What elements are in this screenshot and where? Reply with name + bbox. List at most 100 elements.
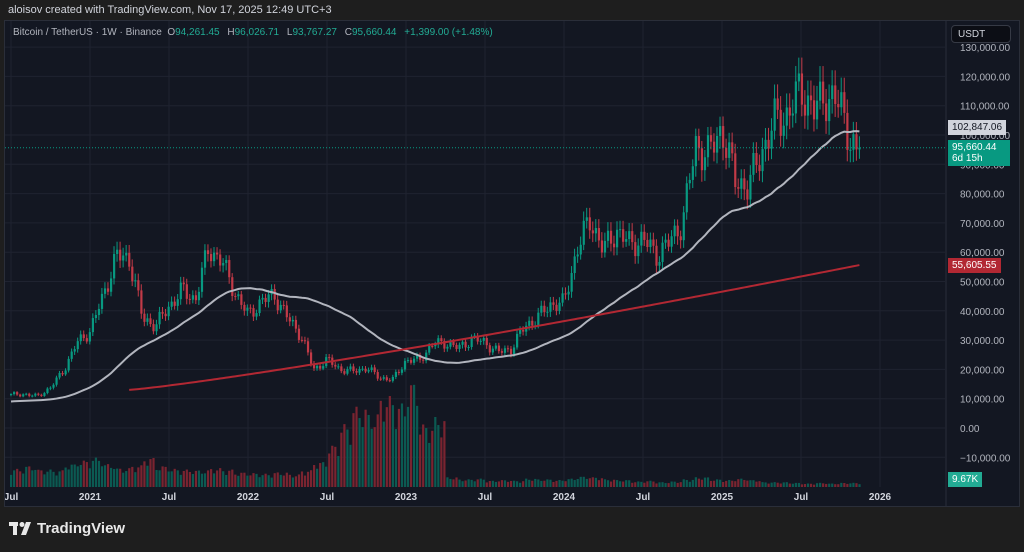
volume-bar xyxy=(537,479,540,487)
candle-body xyxy=(840,92,843,108)
volume-bar xyxy=(579,476,582,487)
candle-body xyxy=(152,324,155,332)
volume-bar xyxy=(222,471,225,487)
price-chart[interactable]: 130,000.00 120,000.00 110,000.00 100,000.00… xyxy=(5,21,1020,507)
volume-bar xyxy=(197,470,201,487)
volume-bar xyxy=(34,469,37,487)
volume-bar xyxy=(73,464,76,487)
candle-body xyxy=(61,372,64,375)
candle-body xyxy=(43,393,46,396)
volume-bar xyxy=(119,468,122,487)
volume-bar xyxy=(619,481,622,487)
candle-body xyxy=(658,261,661,266)
volume-bar xyxy=(352,413,355,487)
volume-bar xyxy=(267,475,270,487)
candle-body xyxy=(158,311,161,325)
candle-body xyxy=(279,304,282,311)
candle-body xyxy=(731,142,734,154)
volume-bar xyxy=(219,468,222,487)
volume-bar xyxy=(858,484,861,487)
volume-bar xyxy=(303,475,307,487)
candle-body xyxy=(203,250,207,268)
volume-bar xyxy=(637,481,640,487)
volume-bar xyxy=(670,481,673,487)
candle-body xyxy=(349,366,352,370)
volume-bar xyxy=(358,418,361,487)
currency-selector[interactable]: USDT xyxy=(951,25,1011,43)
volume-bar xyxy=(388,396,391,487)
volume-bar xyxy=(209,469,213,487)
candle-body xyxy=(640,231,643,246)
candle-body xyxy=(809,95,813,101)
candle-body xyxy=(134,280,137,282)
volume-bar xyxy=(137,467,140,487)
symbol-name[interactable]: Bitcoin / TetherUS · 1W · Binance xyxy=(13,27,162,38)
volume-bar xyxy=(355,406,358,487)
chart-panel[interactable]: Bitcoin / TetherUS · 1W · Binance O94,26… xyxy=(4,20,1020,507)
candle-body xyxy=(482,338,485,341)
candle-body xyxy=(319,365,322,369)
candle-body xyxy=(564,293,567,295)
volume-bar xyxy=(755,481,758,487)
candle-body xyxy=(791,113,794,116)
candle-body xyxy=(655,245,658,266)
volume-bar xyxy=(273,473,276,487)
volume-bar xyxy=(103,465,107,487)
candle-body xyxy=(519,329,522,334)
candle-body xyxy=(361,368,364,370)
candle-body xyxy=(431,345,434,347)
volume-bar xyxy=(570,478,573,487)
candle-body xyxy=(715,135,719,153)
volume-bar xyxy=(106,464,110,487)
candle-body xyxy=(128,252,131,267)
candle-body xyxy=(843,92,846,113)
volume-bar xyxy=(37,469,40,487)
candle-body xyxy=(855,134,858,150)
volume-bar xyxy=(328,453,331,487)
tradingview-logo[interactable]: TradingView xyxy=(9,520,125,537)
candle-body xyxy=(776,98,779,110)
volume-bar xyxy=(158,470,161,487)
high-label: H xyxy=(227,27,235,38)
volume-bar xyxy=(715,479,719,487)
volume-bar xyxy=(458,479,461,487)
volume-bar xyxy=(703,477,707,487)
volume-bar xyxy=(506,481,510,487)
volume-bar xyxy=(491,480,494,487)
candle-body xyxy=(261,297,264,300)
candle-body xyxy=(837,104,840,108)
volume-bar xyxy=(600,478,604,487)
candle-body xyxy=(822,81,825,104)
volume-bar xyxy=(419,434,422,487)
candle-body xyxy=(197,291,201,301)
volume-bar xyxy=(452,479,455,487)
candle-body xyxy=(322,366,325,369)
volume-bar xyxy=(603,479,607,487)
volume-bar xyxy=(773,482,776,487)
volume-bar xyxy=(455,477,458,487)
volume-bar xyxy=(440,437,443,487)
volume-bar xyxy=(10,474,13,487)
candle-body xyxy=(743,178,746,190)
volume-bar xyxy=(749,480,752,487)
volume-bar xyxy=(67,469,70,487)
candle-body xyxy=(400,369,404,373)
candle-body xyxy=(255,313,258,317)
volume-bar xyxy=(479,478,482,487)
volume-bar xyxy=(346,429,349,487)
volume-bar xyxy=(725,480,728,487)
candle-body xyxy=(303,340,307,342)
candle-body xyxy=(137,280,140,291)
ma50-line xyxy=(10,130,860,403)
candle-body xyxy=(773,98,776,131)
candle-body xyxy=(591,230,594,234)
candle-body xyxy=(497,345,501,352)
volume-bar xyxy=(343,424,346,487)
volume-bar xyxy=(482,479,485,487)
candle-body xyxy=(219,254,222,266)
candle-body xyxy=(673,225,676,237)
volume-bar xyxy=(173,468,176,487)
volume-bar xyxy=(831,483,834,487)
volume-bar xyxy=(349,444,352,487)
candle-body xyxy=(246,307,249,311)
